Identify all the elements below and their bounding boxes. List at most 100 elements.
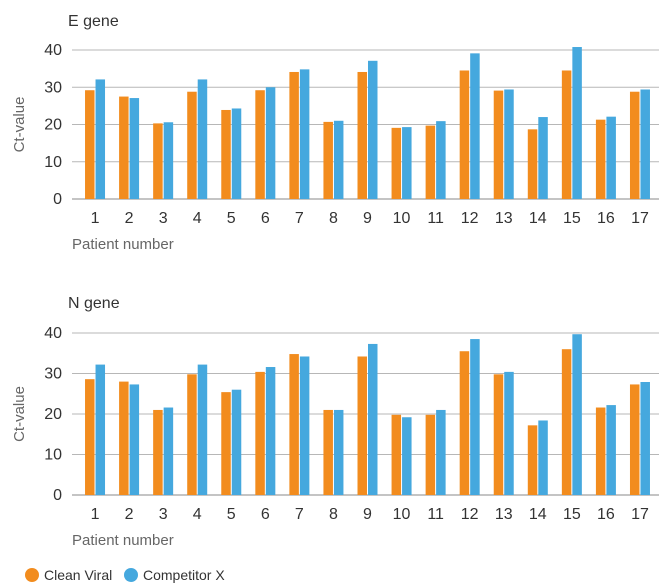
chart-title-1: E gene: [68, 13, 119, 30]
x-tick-label: 7: [295, 506, 304, 523]
bar-clean-viral: [221, 109, 231, 199]
x-tick-label: 8: [329, 506, 338, 523]
bar-clean-viral: [255, 371, 265, 495]
bar-competitor-x: [504, 89, 514, 199]
x-tick-label: 1: [91, 210, 100, 227]
y-tick-label: 40: [44, 42, 62, 59]
bar-competitor-x: [606, 405, 616, 495]
bar-clean-viral: [187, 374, 197, 495]
bar-clean-viral: [391, 414, 402, 495]
x-tick-label: 16: [597, 210, 615, 227]
bar-competitor-x: [95, 364, 106, 495]
y-tick-label: 30: [44, 366, 62, 383]
y-tick-label: 0: [53, 191, 62, 208]
x-tick-label: 8: [329, 210, 338, 227]
bar-clean-viral: [357, 71, 367, 199]
bar-clean-viral: [595, 407, 606, 495]
bar-clean-viral: [425, 125, 436, 199]
y-axis-label: Ct-value: [11, 97, 28, 153]
bar-competitor-x: [299, 356, 310, 495]
x-tick-label: 10: [393, 506, 411, 523]
bar-clean-viral: [493, 90, 504, 199]
y-tick-label: 40: [44, 325, 62, 342]
bar-competitor-x: [163, 407, 174, 495]
x-tick-label: 7: [295, 210, 304, 227]
y-tick-label: 30: [44, 79, 62, 96]
x-tick-label: 15: [563, 506, 581, 523]
bar-competitor-x: [368, 60, 378, 199]
x-tick-label: 11: [427, 210, 444, 227]
y-tick-label: 20: [44, 117, 62, 134]
x-tick-label: 15: [563, 210, 581, 227]
x-tick-label: 10: [393, 210, 411, 227]
bar-competitor-x: [95, 79, 106, 199]
x-tick-label: 4: [193, 210, 202, 227]
x-tick-label: 12: [461, 506, 479, 523]
bar-competitor-x: [129, 98, 140, 199]
x-tick-label: 2: [125, 506, 134, 523]
bar-competitor-x: [538, 420, 548, 495]
bar-competitor-x: [368, 343, 378, 495]
bar-clean-viral: [255, 90, 265, 199]
x-tick-label: 13: [495, 210, 513, 227]
y-tick-label: 10: [44, 447, 62, 464]
chart-title-2: N gene: [68, 295, 120, 312]
bar-competitor-x: [129, 384, 140, 495]
x-tick-label: 3: [159, 210, 168, 227]
x-tick-label: 11: [427, 506, 444, 523]
y-tick-label: 0: [53, 487, 62, 504]
bar-competitor-x: [606, 116, 616, 199]
bar-competitor-x: [538, 117, 548, 199]
bar-competitor-x: [163, 122, 174, 199]
x-tick-label: 4: [193, 506, 202, 523]
x-tick-label: 2: [125, 210, 134, 227]
x-tick-label: 14: [529, 210, 547, 227]
bar-competitor-x: [470, 53, 480, 199]
bar-competitor-x: [265, 367, 276, 495]
bar-competitor-x: [436, 121, 446, 199]
bar-clean-viral: [459, 70, 470, 199]
bar-competitor-x: [265, 87, 276, 199]
legend-swatch-clean-viral: [25, 568, 39, 582]
bar-clean-viral: [221, 392, 231, 495]
bar-competitor-x: [436, 409, 446, 495]
y-tick-label: 10: [44, 154, 62, 171]
y-axis-label: Ct-value: [11, 386, 28, 442]
bar-competitor-x: [197, 364, 208, 495]
x-tick-label: 5: [227, 210, 236, 227]
x-tick-label: 6: [261, 506, 270, 523]
x-tick-label: 17: [631, 210, 649, 227]
bar-clean-viral: [391, 127, 402, 199]
bar-competitor-x: [470, 339, 480, 495]
bar-competitor-x: [197, 79, 208, 199]
x-tick-label: 9: [363, 210, 372, 227]
bar-clean-viral: [595, 119, 606, 199]
x-tick-label: 9: [363, 506, 372, 523]
bar-competitor-x: [402, 127, 412, 199]
bar-clean-viral: [187, 91, 197, 199]
bar-competitor-x: [640, 382, 650, 495]
y-tick-label: 20: [44, 406, 62, 423]
x-axis-label: Patient number: [72, 532, 174, 549]
x-tick-label: 13: [495, 506, 513, 523]
bar-clean-viral: [119, 96, 129, 199]
bar-competitor-x: [504, 371, 514, 495]
bar-competitor-x: [572, 334, 582, 495]
x-tick-label: 3: [159, 506, 168, 523]
bar-clean-viral: [493, 374, 504, 495]
bar-clean-viral: [289, 354, 299, 495]
bar-clean-viral: [323, 409, 333, 495]
x-tick-label: 6: [261, 210, 270, 227]
bar-competitor-x: [333, 409, 344, 495]
x-tick-label: 14: [529, 506, 547, 523]
bar-clean-viral: [425, 414, 436, 495]
bar-clean-viral: [85, 90, 95, 199]
bar-competitor-x: [231, 389, 242, 495]
x-tick-label: 5: [227, 506, 236, 523]
bar-clean-viral: [527, 129, 538, 199]
bar-competitor-x: [333, 120, 344, 199]
bar-competitor-x: [402, 417, 412, 495]
bar-competitor-x: [299, 69, 310, 200]
bar-clean-viral: [85, 379, 95, 495]
